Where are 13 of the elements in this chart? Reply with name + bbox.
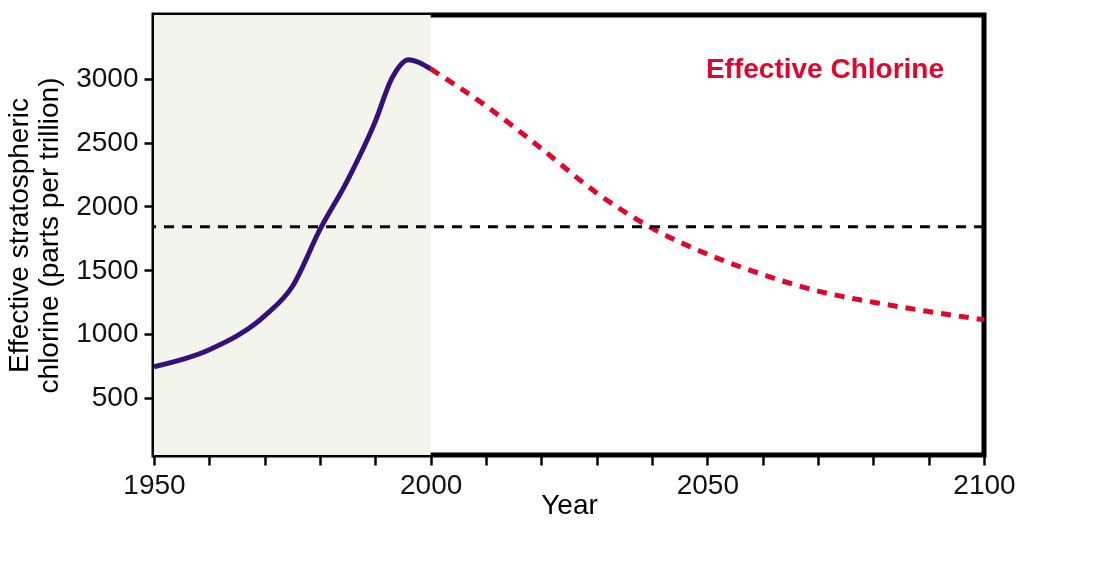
y-tick-label: 2000: [76, 189, 139, 221]
y-tick-label: 1000: [76, 317, 139, 349]
y-tick-label: 1500: [76, 253, 139, 285]
y-tick-label: 500: [91, 381, 139, 413]
y-axis-title: Effective stratospheric chlorine (parts per trillion): [3, 77, 65, 394]
y-tick-label: 2500: [76, 126, 139, 158]
y-tick-label: 3000: [76, 62, 139, 94]
x-axis-title: Year: [541, 488, 598, 520]
x-tick-label: 2050: [676, 468, 739, 500]
x-tick-label: 1950: [123, 468, 186, 500]
x-tick-label: 2000: [400, 468, 463, 500]
text: Effective Chlorine: [705, 53, 944, 84]
x-tick-label: 2100: [953, 468, 1016, 500]
